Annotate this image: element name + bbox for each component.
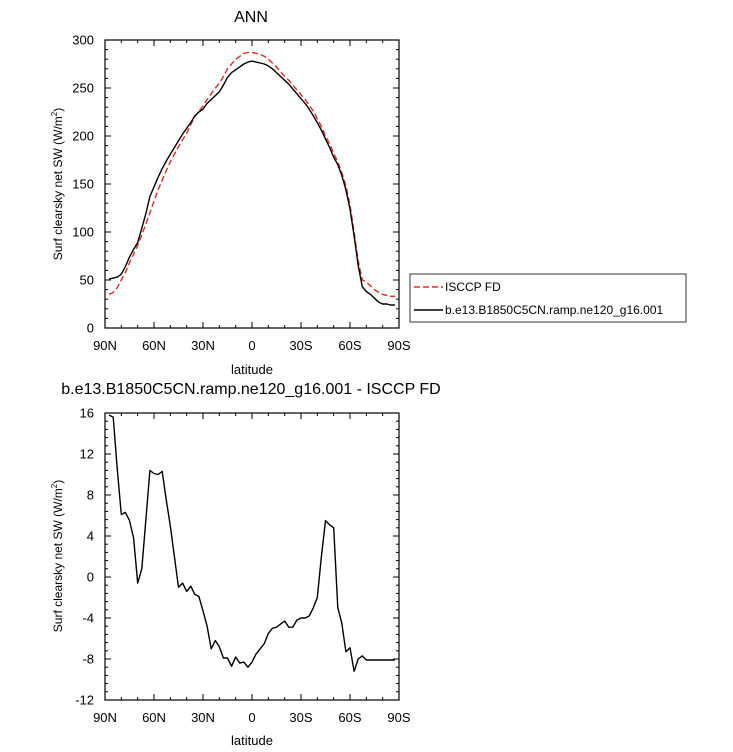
bottom-y-tick-label: -4	[82, 611, 94, 626]
top-y-tick-label: 300	[72, 33, 94, 48]
top-y-tick-label: 0	[87, 321, 94, 336]
top-series-line-1	[108, 60, 395, 306]
top-plot-frame	[104, 39, 400, 329]
bottom-y-tick-label: 0	[87, 570, 94, 585]
bottom-x-tick-label: 60N	[142, 710, 166, 725]
bottom-y-tick-label: -8	[82, 652, 94, 667]
bottom-y-axis-label: Surf clearsky net SW (W/m2)	[50, 480, 65, 632]
top-series-lines	[108, 51, 395, 306]
bottom-x-tick-label: 0	[248, 710, 255, 725]
bottom-series-line-0	[108, 414, 395, 672]
bottom-x-tick-label: 30S	[289, 710, 312, 725]
top-series-line-0	[108, 51, 395, 297]
bottom-y-tick-label: 12	[80, 447, 94, 462]
bottom-series-lines	[108, 414, 395, 672]
legend-label-isccp: ISCCP FD	[445, 280, 501, 294]
bottom-x-tick-label: 90S	[387, 710, 410, 725]
legend-box	[409, 273, 687, 323]
top-y-tick-labels: 0 50 100 150 200 250 300	[72, 33, 94, 336]
top-ticks	[104, 39, 400, 329]
top-x-tick-label: 90S	[387, 338, 410, 353]
bottom-y-tick-label: -12	[75, 693, 94, 708]
top-y-axis-label-superscript: 2	[50, 111, 59, 116]
bottom-x-tick-label: 60S	[338, 710, 361, 725]
bottom-x-tick-labels: 90N 60N 30N 0 30S 60S 90S	[93, 710, 411, 725]
bottom-y-tick-label: 16	[80, 406, 94, 421]
bottom-y-tick-labels: -12 -8 -4 0 4 8 12 16	[75, 406, 94, 708]
top-x-tick-label: 90N	[93, 338, 117, 353]
bottom-y-tick-label: 4	[87, 529, 94, 544]
top-y-tick-label: 150	[72, 177, 94, 192]
bottom-y-tick-label: 8	[87, 488, 94, 503]
legend-label-model: b.e13.B1850C5CN.ramp.ne120_g16.001	[445, 303, 663, 317]
bottom-ticks	[104, 412, 400, 701]
top-y-tick-label: 50	[80, 273, 94, 288]
difference-panel: b.e13.B1850C5CN.ramp.ne120_g16.001 - ISC…	[50, 381, 441, 748]
bottom-x-tick-label: 30N	[191, 710, 215, 725]
top-y-axis-label: Surf clearsky net SW (W/m2)	[50, 108, 65, 260]
top-x-tick-label: 30S	[289, 338, 312, 353]
climatology-panel: ANN 90N 60N 30N 0 30S 60S 90S 0 50 100 150 200 250 3…	[50, 9, 411, 377]
top-x-tick-label: 30N	[191, 338, 215, 353]
top-y-tick-label: 200	[72, 129, 94, 144]
top-x-axis-label: latitude	[231, 362, 273, 377]
top-x-tick-label: 0	[248, 338, 255, 353]
top-y-tick-label: 250	[72, 81, 94, 96]
top-x-tick-label: 60N	[142, 338, 166, 353]
top-x-tick-labels: 90N 60N 30N 0 30S 60S 90S	[93, 338, 411, 353]
bottom-x-axis-label: latitude	[231, 733, 273, 748]
bottom-y-axis-label-superscript: 2	[50, 483, 59, 488]
bottom-plot-frame	[104, 412, 400, 701]
bottom-chart-title: b.e13.B1850C5CN.ramp.ne120_g16.001 - ISC…	[61, 381, 440, 398]
top-chart-title: ANN	[234, 9, 268, 26]
legend: ISCCP FD b.e13.B1850C5CN.ramp.ne120_g16.…	[409, 273, 687, 323]
top-y-tick-label: 100	[72, 225, 94, 240]
top-x-tick-label: 60S	[338, 338, 361, 353]
bottom-x-tick-label: 90N	[93, 710, 117, 725]
